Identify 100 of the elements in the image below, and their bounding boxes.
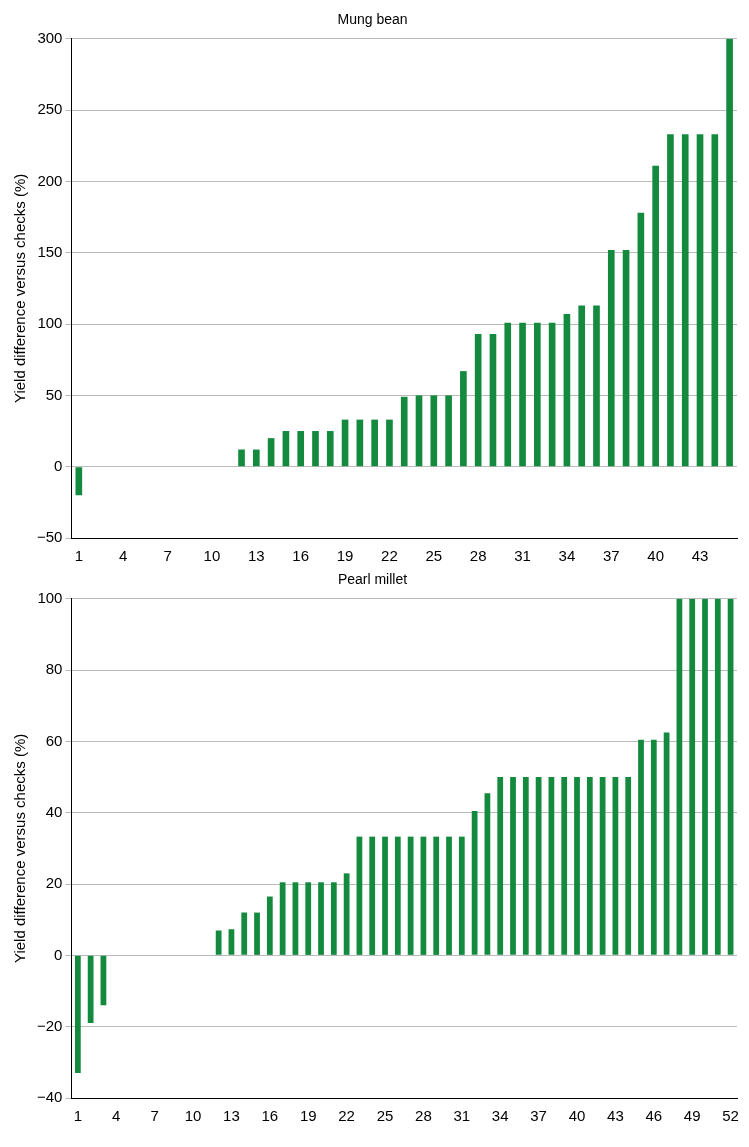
- bar: [578, 305, 586, 467]
- bar: [252, 449, 260, 467]
- bar: [638, 739, 644, 955]
- bar: [318, 882, 324, 955]
- x-tick-label: 37: [602, 547, 620, 565]
- x-tick-label: 4: [119, 547, 128, 565]
- x-tick-label: 37: [530, 1107, 547, 1125]
- y-tick-label: 40: [45, 802, 63, 820]
- bar: [266, 896, 273, 955]
- y-axis-title: Yield difference versus checks (%): [11, 173, 29, 404]
- x-tick-label: 34: [491, 1107, 509, 1125]
- y-axis-title: Yield difference versus checks (%): [11, 733, 29, 964]
- bar: [238, 449, 245, 467]
- x-tick-label: 25: [376, 1107, 394, 1125]
- bar: [330, 882, 337, 955]
- bar: [415, 395, 423, 467]
- x-tick-label: 1: [73, 1107, 83, 1125]
- x-tick-label: 43: [607, 1107, 624, 1125]
- bar: [696, 134, 704, 467]
- bar: [504, 322, 512, 467]
- bar: [407, 836, 414, 955]
- bar: [267, 438, 275, 467]
- bar: [667, 134, 674, 467]
- y-tick-label: 250: [37, 100, 63, 118]
- y-tick-label: 0: [54, 456, 63, 474]
- y-tick-label: 200: [37, 171, 63, 189]
- x-tick-label: 31: [453, 1107, 471, 1125]
- bar: [445, 395, 452, 467]
- bar: [510, 777, 516, 955]
- y-tick-label: 60: [45, 731, 63, 749]
- bar: [534, 322, 541, 467]
- bar: [711, 134, 719, 467]
- y-tick-label: 50: [45, 385, 63, 403]
- x-tick-label: 13: [247, 547, 265, 565]
- x-tick-label: 49: [683, 1107, 701, 1125]
- bar: [297, 431, 305, 467]
- bar: [312, 431, 319, 467]
- x-tick-label: 40: [568, 1107, 586, 1125]
- bar: [702, 598, 708, 955]
- bar: [622, 249, 630, 467]
- y-tick-label: 300: [37, 28, 63, 46]
- bar: [561, 777, 568, 955]
- bar: [215, 930, 222, 955]
- bar: [519, 322, 526, 467]
- bar: [497, 777, 504, 955]
- bar: [326, 431, 334, 467]
- bar: [689, 598, 696, 955]
- x-tick-label: 28: [469, 547, 487, 565]
- x-tick-label: 13: [223, 1107, 240, 1125]
- x-tick-label: 19: [336, 547, 354, 565]
- bar: [652, 165, 659, 467]
- x-tick-label: 7: [150, 1107, 159, 1125]
- x-tick-label: 19: [299, 1107, 317, 1125]
- bar: [522, 777, 529, 955]
- bar: [400, 396, 408, 467]
- bar: [574, 777, 580, 955]
- x-tick-label: 43: [691, 547, 709, 565]
- bar: [726, 38, 733, 467]
- x-tick-label: 10: [184, 1107, 202, 1125]
- bar: [369, 836, 376, 955]
- x-tick-label: 40: [647, 547, 664, 565]
- bar: [305, 882, 312, 955]
- bar: [637, 212, 645, 467]
- bar: [458, 836, 465, 955]
- y-tick-label: 20: [45, 874, 63, 892]
- y-tick-label: 150: [37, 242, 63, 260]
- x-tick-label: 16: [292, 547, 310, 565]
- chart-title: Pearl millet: [337, 571, 408, 588]
- x-tick-label: 25: [425, 547, 443, 565]
- x-tick-label: 28: [415, 1107, 432, 1125]
- x-tick-label: 22: [338, 1107, 355, 1125]
- x-tick-label: 22: [381, 547, 398, 565]
- bar: [625, 777, 632, 955]
- bar: [282, 431, 290, 467]
- bar: [430, 395, 438, 467]
- y-tick-label: −20: [36, 1016, 63, 1034]
- x-tick-label: 52: [722, 1107, 739, 1125]
- bar: [650, 739, 657, 955]
- bar: [714, 598, 721, 955]
- bar: [241, 912, 248, 955]
- bar: [563, 314, 571, 467]
- x-tick-label: 1: [74, 547, 84, 565]
- bar: [87, 955, 94, 1024]
- bar: [460, 371, 467, 467]
- x-tick-label: 31: [514, 547, 531, 565]
- x-tick-label: 10: [203, 547, 221, 565]
- bar: [386, 419, 393, 467]
- bar: [433, 836, 440, 955]
- bar: [548, 322, 556, 467]
- bar: [607, 249, 615, 467]
- bar: [382, 836, 388, 955]
- bar: [681, 134, 689, 467]
- y-tick-label: 80: [45, 660, 63, 678]
- bar: [489, 334, 497, 467]
- bar: [446, 836, 452, 955]
- x-tick-label: 4: [112, 1107, 121, 1125]
- y-tick-label: 100: [37, 314, 63, 332]
- x-tick-label: 7: [163, 547, 172, 565]
- bar: [371, 419, 378, 467]
- y-tick-label: −50: [36, 528, 63, 546]
